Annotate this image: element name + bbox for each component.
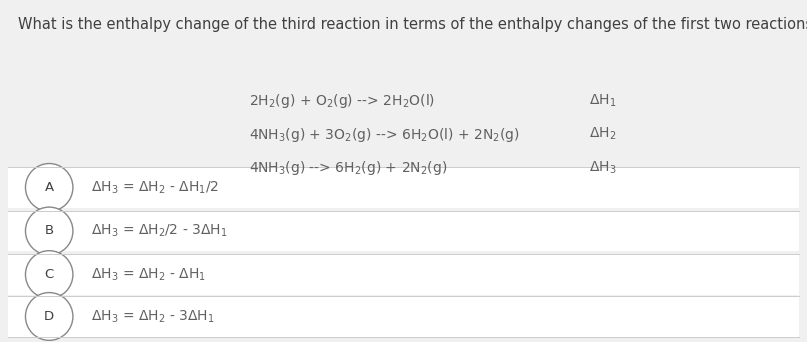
Text: 2H$_2$(g) + O$_2$(g) --> 2H$_2$O(l): 2H$_2$(g) + O$_2$(g) --> 2H$_2$O(l) [249,92,436,110]
FancyBboxPatch shape [8,167,799,208]
Text: ΔH$_2$: ΔH$_2$ [589,126,617,142]
Ellipse shape [26,207,73,255]
Text: C: C [44,268,54,281]
Text: What is the enthalpy change of the third reaction in terms of the enthalpy chang: What is the enthalpy change of the third… [18,17,807,32]
Text: ΔH$_3$ = ΔH$_2$ - ΔH$_1$: ΔH$_3$ = ΔH$_2$ - ΔH$_1$ [91,266,206,283]
Text: ΔH$_3$ = ΔH$_2$ - 3ΔH$_1$: ΔH$_3$ = ΔH$_2$ - 3ΔH$_1$ [91,308,215,325]
Ellipse shape [26,163,73,211]
Text: 4NH$_3$(g) + 3O$_2$(g) --> 6H$_2$O(l) + 2N$_2$(g): 4NH$_3$(g) + 3O$_2$(g) --> 6H$_2$O(l) + … [249,126,521,144]
Text: D: D [44,310,54,323]
Text: ΔH$_1$: ΔH$_1$ [589,92,617,109]
Text: ΔH$_3$: ΔH$_3$ [589,159,617,176]
FancyBboxPatch shape [8,296,799,337]
FancyBboxPatch shape [8,211,799,251]
Text: A: A [44,181,54,194]
FancyBboxPatch shape [8,254,799,295]
Text: 4NH$_3$(g) --> 6H$_2$(g) + 2N$_2$(g): 4NH$_3$(g) --> 6H$_2$(g) + 2N$_2$(g) [249,159,448,177]
Ellipse shape [26,292,73,340]
Text: B: B [44,224,54,237]
Text: ΔH$_3$ = ΔH$_2$/2 - 3ΔH$_1$: ΔH$_3$ = ΔH$_2$/2 - 3ΔH$_1$ [91,223,228,239]
Ellipse shape [26,251,73,299]
Text: ΔH$_3$ = ΔH$_2$ - ΔH$_1$/2: ΔH$_3$ = ΔH$_2$ - ΔH$_1$/2 [91,179,219,196]
